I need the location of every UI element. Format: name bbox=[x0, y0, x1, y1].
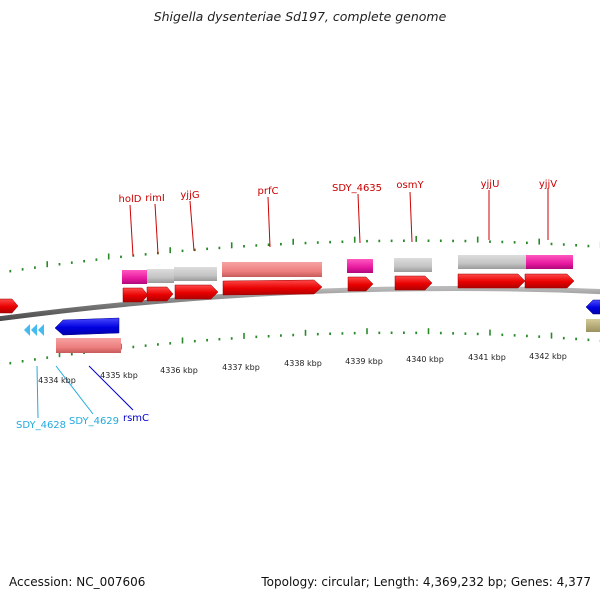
scale-label-4342: 4342 kbp bbox=[529, 352, 567, 361]
cds-SDY_4629-b[interactable] bbox=[38, 324, 44, 336]
label-prfC[interactable]: prfC bbox=[258, 186, 279, 197]
leader-SDY_4635 bbox=[357, 193, 361, 244]
gene-box-yjjG[interactable] bbox=[174, 267, 217, 281]
leader-SDY_4628 bbox=[36, 365, 39, 419]
gene-box-holD[interactable] bbox=[122, 270, 147, 284]
cds-holD[interactable] bbox=[122, 287, 149, 303]
cds-reverse-offscreen-right[interactable] bbox=[585, 299, 600, 315]
gene-box-SDY_4635[interactable] bbox=[347, 259, 373, 273]
cds-SDY_4635[interactable] bbox=[347, 276, 374, 292]
leader-osmY bbox=[409, 191, 413, 243]
scale-label-4340: 4340 kbp bbox=[406, 355, 444, 364]
label-rsmC[interactable]: rsmC bbox=[123, 413, 149, 424]
topology-text: Topology: circular; Length: 4,369,232 bp… bbox=[261, 575, 591, 589]
cds-yjjV[interactable] bbox=[524, 273, 575, 289]
cds-rimI[interactable] bbox=[146, 286, 174, 302]
gene-box-prfC[interactable] bbox=[222, 262, 322, 277]
gene-box-rsmC[interactable] bbox=[56, 338, 121, 353]
cds-SDY_4629[interactable] bbox=[31, 324, 37, 336]
scale-label-4337: 4337 kbp bbox=[222, 363, 260, 372]
accession-text: Accession: NC_007606 bbox=[9, 575, 146, 589]
scale-label-4335: 4335 kbp bbox=[100, 371, 138, 380]
label-SDY_4635[interactable]: SDY_4635 bbox=[332, 183, 382, 194]
upper-tick-track bbox=[9, 235, 600, 273]
leader-rimI bbox=[154, 203, 159, 255]
cds-SDY_4628[interactable] bbox=[24, 324, 30, 336]
gene-box-yjjU[interactable] bbox=[458, 255, 526, 269]
scale-label-4338: 4338 kbp bbox=[284, 359, 322, 368]
label-yjjU[interactable]: yjjU bbox=[481, 179, 500, 190]
cds-yjjU[interactable] bbox=[457, 273, 526, 289]
gene-box-yjjV[interactable] bbox=[526, 255, 573, 269]
scale-label-4341: 4341 kbp bbox=[468, 353, 506, 362]
gene-box-osmY[interactable] bbox=[394, 258, 432, 272]
leader-SDY_4629 bbox=[55, 365, 94, 415]
cds-forward-offscreen-left[interactable] bbox=[0, 298, 19, 314]
leader-yjjG bbox=[189, 200, 195, 252]
label-rimI[interactable]: rimI bbox=[145, 193, 165, 204]
label-osmY[interactable]: osmY bbox=[396, 180, 424, 191]
leader-rsmC bbox=[88, 365, 134, 411]
scale-label-4339: 4339 kbp bbox=[345, 357, 383, 366]
scale-label-4334: 4334 kbp bbox=[38, 376, 76, 385]
leader-holD bbox=[129, 204, 134, 257]
cds-prfC[interactable] bbox=[222, 279, 323, 296]
label-yjjV[interactable]: yjjV bbox=[539, 179, 557, 190]
leader-prfC bbox=[267, 196, 271, 248]
scale-label-4336: 4336 kbp bbox=[160, 366, 198, 375]
cds-rsmC[interactable] bbox=[54, 317, 120, 336]
gene-box-rimI[interactable] bbox=[147, 269, 174, 283]
cds-osmY[interactable] bbox=[394, 275, 433, 291]
label-SDY_4628[interactable]: SDY_4628 bbox=[16, 420, 66, 431]
label-holD[interactable]: holD bbox=[119, 194, 142, 205]
label-yjjG[interactable]: yjjG bbox=[180, 190, 199, 201]
cds-yjjG[interactable] bbox=[174, 284, 219, 300]
gene-box-offscreen-right[interactable] bbox=[586, 319, 600, 332]
label-SDY_4629[interactable]: SDY_4629 bbox=[69, 416, 119, 427]
map-title: Shigella dysenteriae Sd197, complete gen… bbox=[153, 9, 447, 24]
